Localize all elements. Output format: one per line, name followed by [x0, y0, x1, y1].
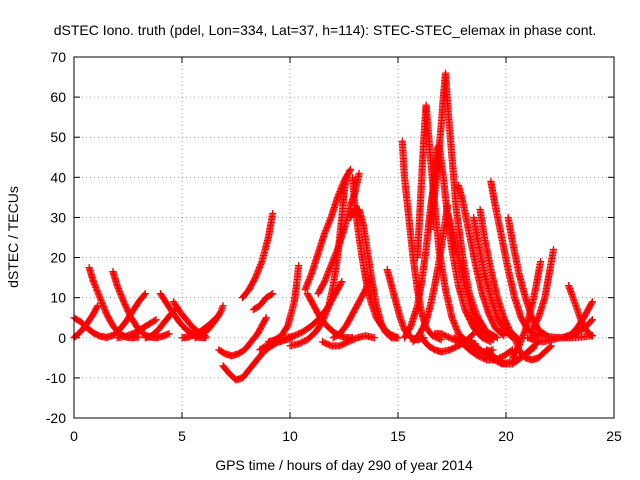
data-arc	[409, 201, 452, 346]
data-point	[269, 290, 277, 298]
data-arc	[301, 165, 355, 294]
data-point	[489, 336, 497, 344]
data-point	[94, 302, 102, 310]
plot-area	[70, 69, 596, 384]
data-point	[437, 336, 445, 344]
data-arc	[238, 209, 277, 302]
data-point	[468, 331, 477, 339]
y-tick-label: -10	[46, 370, 66, 386]
data-point	[587, 317, 595, 325]
data-point	[267, 290, 276, 299]
data-arc	[508, 257, 545, 362]
data-point	[529, 345, 537, 353]
y-tick-label: 30	[50, 209, 66, 225]
data-point	[346, 167, 354, 175]
data-arc	[264, 261, 303, 346]
data-point	[470, 330, 478, 338]
data-point	[546, 343, 554, 351]
data-point	[588, 299, 596, 307]
y-axis-label: dSTEC / TECUs	[5, 186, 21, 288]
x-tick-label: 10	[282, 428, 298, 444]
data-arc	[487, 177, 540, 340]
data-arc	[467, 338, 538, 368]
data-point	[549, 245, 558, 254]
y-tick-label: 0	[58, 330, 66, 346]
data-arc	[470, 213, 517, 342]
x-tick-label: 5	[178, 428, 186, 444]
data-point	[489, 346, 497, 354]
data-arc	[565, 282, 596, 340]
y-tick-label: 10	[50, 290, 66, 306]
data-point	[141, 290, 149, 298]
data-point	[547, 342, 555, 350]
data-point	[499, 331, 507, 339]
data-arc	[113, 316, 160, 342]
data-point	[536, 257, 545, 266]
data-point	[394, 334, 402, 342]
data-point	[262, 314, 270, 322]
y-tick-label: 60	[50, 89, 66, 105]
x-axis-label: GPS time / hours of day 290 of year 2014	[215, 457, 473, 473]
data-arc	[349, 173, 402, 342]
data-point	[392, 333, 401, 341]
x-tick-label: 0	[70, 428, 78, 444]
data-point	[588, 332, 596, 340]
data-arc	[560, 298, 596, 341]
data-arc	[191, 302, 227, 342]
data-point	[370, 334, 378, 342]
data-point	[355, 169, 363, 177]
data-point	[261, 315, 270, 323]
data-arc	[169, 298, 210, 340]
data-point	[152, 316, 160, 324]
data-arc	[109, 267, 173, 342]
data-arc	[70, 302, 102, 342]
y-tick-label: 70	[50, 49, 66, 65]
data-point	[346, 165, 355, 173]
chart-title: dSTEC Iono. truth (pdel, Lon=334, Lat=37…	[54, 22, 597, 38]
data-arc	[215, 314, 270, 360]
x-tick-label: 20	[498, 428, 514, 444]
y-tick-label: 50	[50, 129, 66, 145]
data-point	[135, 333, 143, 341]
data-point	[295, 261, 303, 270]
x-tick-label: 15	[390, 428, 406, 444]
data-point	[500, 332, 508, 340]
data-point	[493, 334, 501, 342]
data-point	[219, 302, 227, 310]
data-point	[140, 291, 148, 299]
data-point	[337, 279, 345, 287]
y-tick-label: 20	[50, 250, 66, 266]
grid-lines	[74, 57, 614, 418]
data-point	[165, 330, 173, 338]
data-arc	[454, 181, 508, 340]
data-arc	[528, 245, 558, 334]
data-point	[338, 278, 346, 286]
y-tick-label: -20	[46, 410, 66, 426]
y-tick-label: 40	[50, 169, 66, 185]
data-point	[488, 335, 496, 343]
data-point	[588, 298, 596, 306]
data-point	[151, 316, 159, 325]
data-point	[530, 344, 538, 352]
x-tick-label: 25	[606, 428, 622, 444]
data-arc	[346, 205, 402, 342]
data-arc	[318, 332, 378, 350]
data-point	[587, 331, 595, 339]
data-point	[93, 303, 101, 311]
data-point	[588, 316, 596, 324]
data-arc	[249, 290, 277, 314]
plot-frame	[73, 56, 615, 419]
data-point	[269, 209, 277, 218]
data-arc	[398, 137, 445, 344]
data-arc	[444, 209, 497, 344]
axis-ticks: 0 5 10 15 20 25 -20 -10 0 10 20 30 40 50 60 70	[46, 49, 622, 444]
